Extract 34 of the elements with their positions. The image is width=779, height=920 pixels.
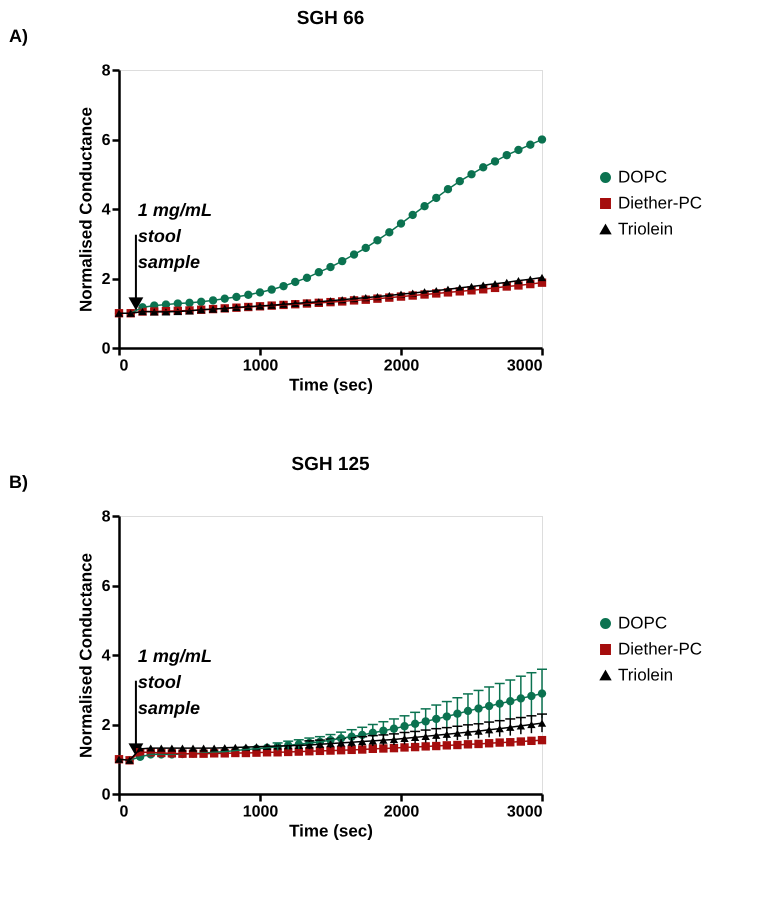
chart-title: SGH 66 bbox=[296, 8, 364, 29]
x-tick-label: 0 bbox=[120, 804, 128, 820]
annotation: 1 mg/mL stool sample bbox=[138, 200, 212, 272]
text: A) bbox=[9, 26, 28, 46]
legend-label: Triolein bbox=[618, 666, 674, 684]
x-tick-label: 0 bbox=[120, 358, 128, 374]
x-tick-label: 1000 bbox=[242, 358, 278, 374]
x-tick-label: 2000 bbox=[384, 804, 420, 820]
legend-label: Diether-PC bbox=[618, 640, 702, 658]
y-tick-label: 0 bbox=[102, 786, 111, 804]
y-tick-label: 2 bbox=[102, 271, 111, 288]
x-tick-label: 2000 bbox=[384, 358, 420, 374]
y-tick-label: 0 bbox=[102, 340, 111, 358]
y-tick-label: 4 bbox=[102, 202, 111, 218]
x-axis-title: Time (sec) bbox=[289, 376, 373, 394]
y-tick-label: 8 bbox=[102, 62, 111, 80]
y-axis-title: Normalised Conductance bbox=[76, 553, 96, 758]
y-tick-label: 8 bbox=[102, 508, 111, 526]
legend-label: Triolein bbox=[618, 220, 674, 238]
chart-title: SGH 125 bbox=[291, 454, 370, 475]
x-tick-label: 3000 bbox=[506, 358, 543, 374]
legend-label: DOPC bbox=[618, 614, 668, 632]
y-tick-label: 2 bbox=[102, 717, 111, 734]
x-tick-label: 1000 bbox=[242, 804, 278, 820]
y-axis-title: Normalised Conductance bbox=[76, 107, 96, 312]
x-axis-title: Time (sec) bbox=[289, 822, 373, 840]
annotation: 1 mg/mL stool sample bbox=[138, 646, 212, 718]
y-tick-label: 6 bbox=[102, 578, 111, 595]
y-tick-label: 6 bbox=[102, 132, 111, 149]
legend-label: DOPC bbox=[618, 168, 668, 186]
legend-label: Diether-PC bbox=[618, 194, 702, 212]
text: B) bbox=[9, 472, 28, 492]
x-tick-label: 3000 bbox=[506, 804, 543, 820]
y-tick-label: 4 bbox=[102, 648, 111, 664]
